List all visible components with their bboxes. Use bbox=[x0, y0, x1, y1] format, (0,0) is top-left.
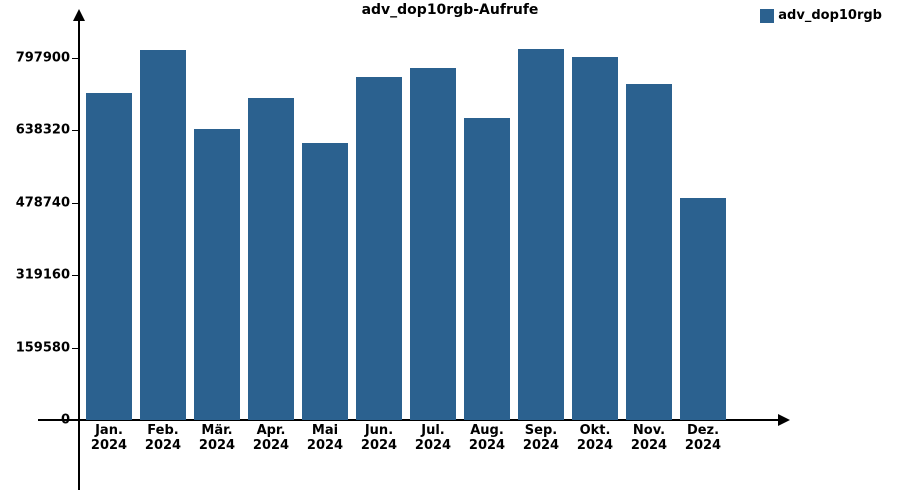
x-tick-label: Nov.2024 bbox=[631, 424, 667, 454]
y-tick-label: 159580 bbox=[16, 340, 70, 355]
bar bbox=[248, 98, 294, 420]
x-tick-label: Sep.2024 bbox=[523, 424, 559, 454]
y-tick bbox=[72, 130, 78, 131]
y-tick-label: 478740 bbox=[16, 195, 70, 210]
x-axis-arrow bbox=[778, 414, 790, 426]
bar bbox=[410, 68, 456, 420]
bar bbox=[86, 93, 132, 420]
chart-root: { "chart": { "type": "bar", "title": { "… bbox=[0, 0, 900, 500]
y-tick bbox=[72, 203, 78, 204]
x-tick-label: Jun.2024 bbox=[361, 424, 397, 454]
x-tick-label: Apr.2024 bbox=[253, 424, 289, 454]
legend-swatch bbox=[760, 9, 774, 23]
bar bbox=[194, 129, 240, 420]
legend-label: adv_dop10rgb bbox=[778, 8, 882, 23]
y-axis-arrow bbox=[73, 9, 85, 21]
bar bbox=[302, 143, 348, 420]
x-tick-label: Mär.2024 bbox=[199, 424, 235, 454]
x-tick-label: Dez.2024 bbox=[685, 424, 721, 454]
y-tick-label: 797900 bbox=[16, 50, 70, 65]
x-tick-label: Jan.2024 bbox=[91, 424, 127, 454]
legend: adv_dop10rgb bbox=[760, 8, 882, 23]
x-tick-label: Mai2024 bbox=[307, 424, 343, 454]
bar bbox=[680, 198, 726, 420]
y-tick-label: 0 bbox=[61, 413, 70, 428]
plot-area: 0159580319160478740638320797900Jan.2024F… bbox=[78, 25, 738, 420]
bar bbox=[518, 49, 564, 420]
y-tick bbox=[72, 58, 78, 59]
bar bbox=[356, 77, 402, 420]
bar bbox=[464, 118, 510, 420]
bar bbox=[140, 50, 186, 420]
x-tick-label: Jul.2024 bbox=[415, 424, 451, 454]
y-tick-label: 638320 bbox=[16, 123, 70, 138]
bar bbox=[572, 57, 618, 420]
y-tick-label: 319160 bbox=[16, 268, 70, 283]
x-tick-label: Okt.2024 bbox=[577, 424, 613, 454]
x-tick-label: Aug.2024 bbox=[469, 424, 505, 454]
x-tick-label: Feb.2024 bbox=[145, 424, 181, 454]
y-tick bbox=[72, 420, 78, 421]
y-tick bbox=[72, 348, 78, 349]
y-tick bbox=[72, 275, 78, 276]
bar bbox=[626, 84, 672, 420]
